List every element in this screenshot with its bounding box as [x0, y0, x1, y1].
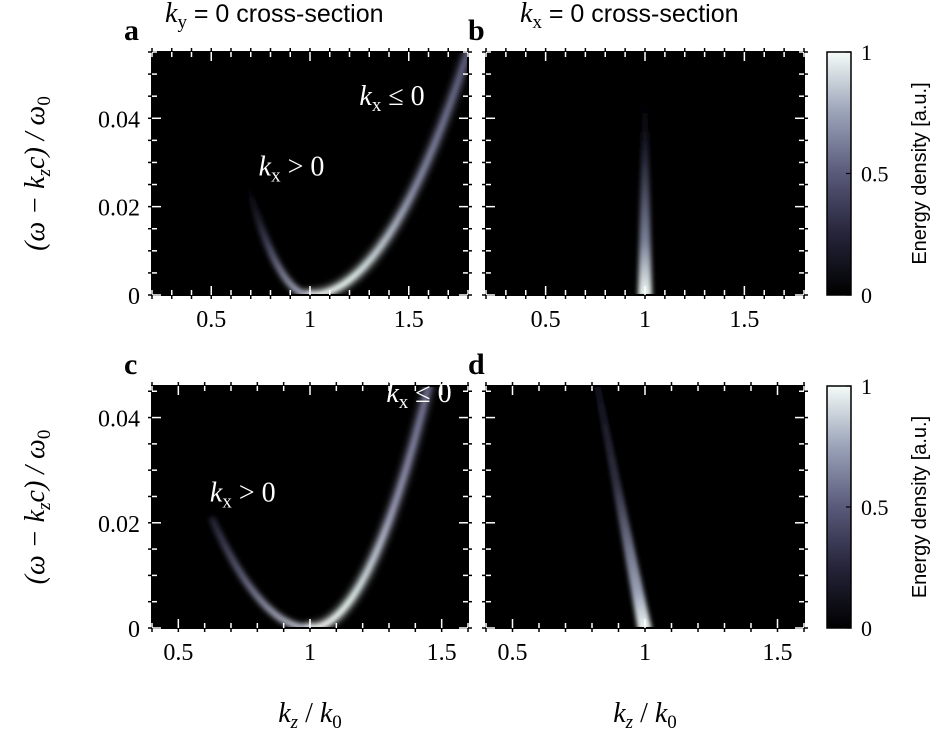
- heatmap-background: [486, 386, 804, 628]
- tick-marks: [485, 386, 805, 629]
- branch-kx-gt-0: [208, 516, 314, 628]
- x-tick-label: 1.5: [427, 640, 457, 666]
- y-tick-label: 0.02: [98, 512, 140, 538]
- branch-kx-le-0: [303, 52, 468, 295]
- y-tick-label: 0.04: [98, 107, 140, 133]
- panel-c: 0.5 1 1.5 0 0.02 0.04 c kx > 0 kx ≤ 0 (ω − kzc) /…: [20, 348, 472, 733]
- outer-ticks: [148, 48, 472, 299]
- colorbar: 1 0.5 0 Energy density [a.u.]: [826, 40, 931, 308]
- colorbar: 1 0.5 0 Energy density [a.u.]: [826, 374, 931, 641]
- colorbar-label: Energy density [a.u.]: [909, 82, 931, 264]
- x-tick-label: 0.5: [163, 640, 193, 666]
- colorbar-label: Energy density [a.u.]: [909, 416, 931, 598]
- tick-marks: [485, 51, 805, 296]
- panel-letter: d: [468, 348, 485, 381]
- y-axis-label: (ω − kzc) / ω0: [20, 430, 55, 585]
- panel-a: 0.5 1 1.5 0 0.02 0.04 a ky = 0 cross-section kx …: [20, 0, 472, 333]
- outer-ticks: [482, 382, 808, 632]
- panel-letter: c: [124, 348, 137, 381]
- panel-letter: a: [124, 14, 139, 47]
- x-tick-label: 1: [639, 640, 651, 666]
- y-axis-label: (ω − kzc) / ω0: [20, 96, 55, 251]
- colorbar-tick-label: 0.5: [861, 495, 889, 520]
- x-tick-label: 1.5: [394, 307, 424, 333]
- colorbar-tick-label: 0.5: [861, 162, 889, 187]
- y-tick-label: 0.02: [98, 196, 140, 222]
- panel-d: 0.5 1 1.5 d kz / k0: [468, 348, 808, 733]
- x-axis-label: kz / k0: [613, 698, 677, 733]
- x-tick-label: 0.5: [196, 307, 226, 333]
- panel-title: ky = 0 cross-section: [165, 0, 384, 33]
- outer-ticks: [148, 382, 472, 632]
- x-tick-label: 0.5: [498, 640, 528, 666]
- branch-kx-gt-0: [242, 177, 314, 295]
- outer-ticks: [482, 48, 808, 299]
- x-tick-label: 1: [304, 640, 316, 666]
- streak-kx-0: [595, 386, 652, 628]
- x-axis-label: kz / k0: [278, 698, 342, 733]
- tick-marks: [151, 386, 469, 629]
- annotation-kx: kx ≤ 0: [386, 378, 451, 413]
- colorbar-tick-label: 0: [861, 616, 872, 641]
- y-tick-label: 0: [128, 617, 140, 643]
- x-tick-label: 1.5: [729, 307, 759, 333]
- panel-b: 0.5 1 1.5 b kx = 0 cross-section: [468, 0, 808, 333]
- panel-title: kx = 0 cross-section: [520, 0, 739, 33]
- colorbar-tick-label: 1: [861, 374, 872, 399]
- annotation-kx: kx > 0: [210, 478, 276, 513]
- x-tick-label: 0.5: [531, 307, 561, 333]
- x-tick-label: 1: [304, 307, 316, 333]
- tick-marks: [151, 51, 469, 296]
- panel-letter: b: [468, 14, 485, 47]
- y-tick-label: 0: [128, 284, 140, 310]
- annotation-kx: kx > 0: [259, 152, 325, 187]
- y-tick-label: 0.04: [98, 407, 140, 433]
- annotation-kx: kx ≤ 0: [359, 81, 424, 116]
- colorbar-tick-label: 1: [861, 40, 872, 65]
- branch-kx-le-0: [303, 386, 436, 628]
- colorbar-tick-label: 0: [861, 283, 872, 308]
- x-tick-label: 1.5: [763, 640, 793, 666]
- x-tick-label: 1: [639, 307, 651, 333]
- streak-kx-0: [638, 82, 652, 295]
